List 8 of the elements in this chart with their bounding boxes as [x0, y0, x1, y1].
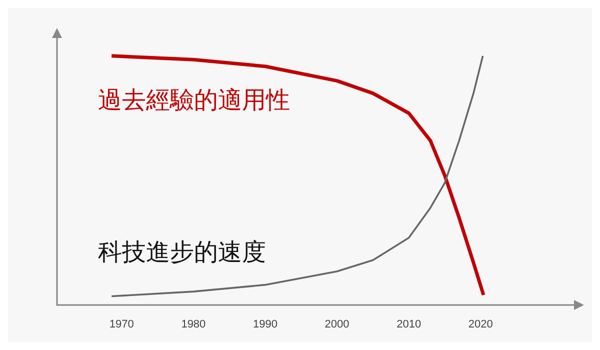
series-label: 過去經驗的適用性	[98, 86, 290, 114]
x-tick-label: 1970	[109, 318, 134, 330]
x-tick-label: 1990	[252, 318, 278, 330]
x-tick-label: 2020	[468, 318, 493, 330]
x-tick-label: 2000	[324, 318, 350, 330]
series-label: 科技進步的速度	[98, 238, 266, 266]
x-tick-label: 2010	[396, 318, 422, 330]
x-tick-label: 1980	[181, 318, 206, 330]
